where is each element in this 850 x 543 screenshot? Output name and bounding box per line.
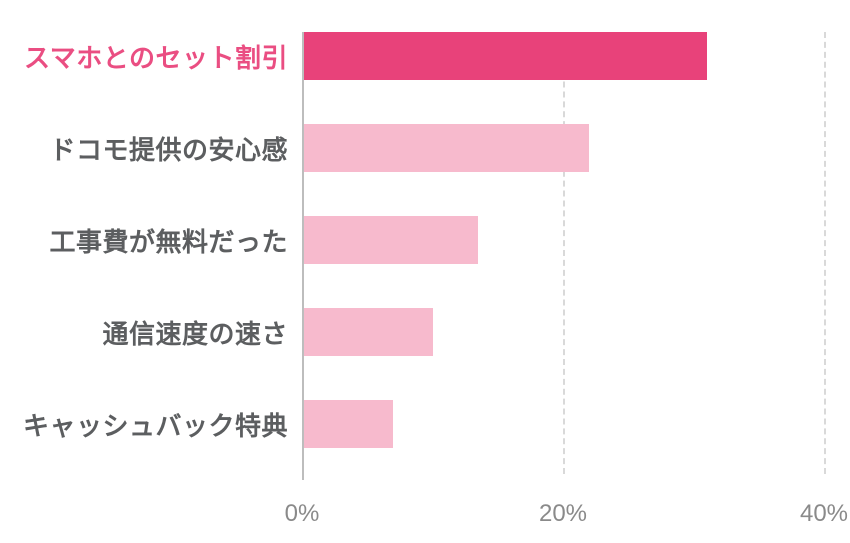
bar-track [302,32,850,80]
chart-row: 工事費が無料だった [0,216,850,264]
chart-row: 通信速度の速さ [0,308,850,356]
category-label: キャッシュバック特典 [0,406,302,443]
bar [302,308,433,356]
x-tick-label: 0% [285,500,320,528]
chart-row: キャッシュバック特典 [0,400,850,448]
survey-bar-chart: スマホとのセット割引ドコモ提供の安心感工事費が無料だった通信速度の速さキャッシュ… [0,0,850,543]
x-tick-label: 20% [539,500,587,528]
bar-track [302,124,850,172]
bar [302,216,478,264]
bar-track [302,400,850,448]
category-label: スマホとのセット割引 [0,38,302,75]
chart-row: スマホとのセット割引 [0,32,850,80]
category-label: 工事費が無料だった [0,222,302,259]
bar [302,400,393,448]
category-label: 通信速度の速さ [0,314,302,351]
bar [302,32,707,80]
bar-track [302,216,850,264]
category-label: ドコモ提供の安心感 [0,130,302,167]
bar-track [302,308,850,356]
bar [302,124,589,172]
x-axis-baseline [302,32,304,480]
x-tick-label: 40% [800,500,848,528]
chart-row: ドコモ提供の安心感 [0,124,850,172]
